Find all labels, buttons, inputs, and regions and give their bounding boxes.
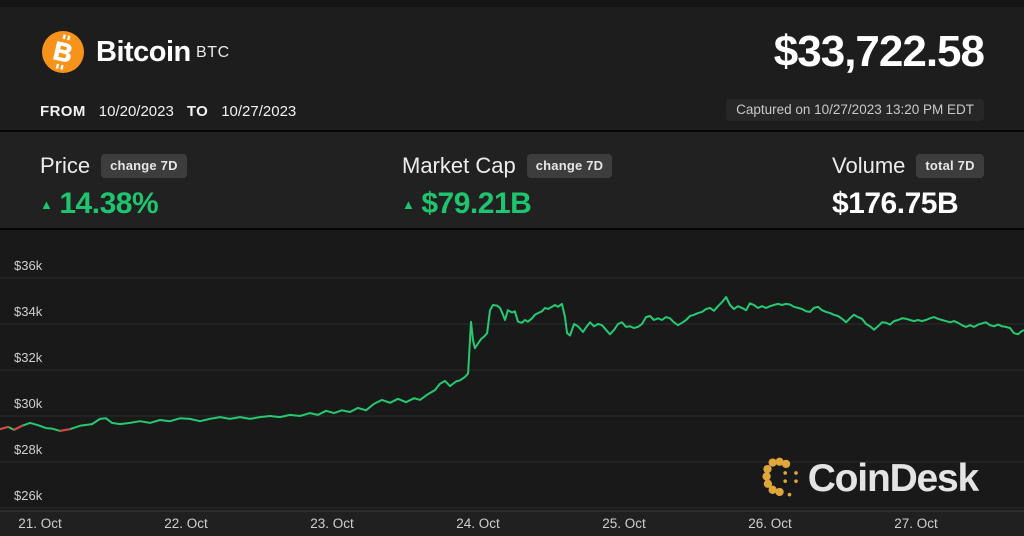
up-arrow-icon: ▲: [40, 196, 53, 212]
date-range: FROM 10/20/2023 TO 10/27/2023: [40, 103, 296, 120]
current-price: $33,722.58: [773, 27, 985, 76]
volume-total-badge: total 7D: [916, 154, 984, 178]
header: B Bitcoin BTC FROM 10/20/2023 TO 10/27/2…: [0, 0, 1024, 132]
price-line-chart: $36k $34k $32k $30k $28k $26k 21. Oct 22. Oct 23…: [0, 258, 1024, 536]
market-cap-change-text: $79.21B: [421, 187, 532, 220]
to-label: TO: [186, 103, 209, 120]
x-axis-label: 24. Oct: [456, 516, 500, 531]
x-axis-label: 26. Oct: [748, 516, 792, 531]
market-cap-change-value: ▲ $79.21B: [402, 187, 832, 221]
x-axis-band: [0, 512, 1024, 536]
stats-row: Price change 7D ▲ 14.38% Market Cap chan…: [0, 132, 1024, 230]
y-axis-label: $28k: [14, 442, 43, 457]
coindesk-mark-icon: [761, 455, 799, 502]
price-line-down-segment: [0, 425, 9, 431]
y-axis-label: $26k: [14, 488, 43, 503]
x-axis-label: 21. Oct: [18, 516, 62, 531]
price-change-badge: change 7D: [101, 154, 187, 178]
bitcoin-logo-icon: B: [42, 31, 84, 73]
stat-market-cap: Market Cap change 7D ▲ $79.21B: [402, 153, 832, 228]
stat-volume: Volume total 7D $176.75B: [832, 153, 1024, 228]
y-axis-label: $30k: [14, 396, 43, 411]
from-label: FROM: [40, 103, 86, 120]
x-axis-label: 27. Oct: [894, 516, 938, 531]
coin-name: Bitcoin: [96, 36, 191, 68]
top-edge-strip: [0, 0, 1024, 7]
price-stat-label: Price: [40, 153, 91, 178]
price-change-text: 14.38%: [59, 187, 159, 220]
volume-total-value: $176.75B: [832, 187, 1024, 221]
market-cap-stat-label: Market Cap: [402, 153, 516, 178]
volume-stat-label: Volume: [832, 153, 906, 178]
from-date: 10/20/2023: [98, 103, 174, 120]
market-cap-change-badge: change 7D: [526, 154, 613, 178]
y-axis-label: $32k: [14, 350, 43, 365]
coin-symbol: BTC: [196, 44, 230, 61]
price-change-value: ▲ 14.38%: [40, 187, 402, 221]
y-axis-label: $34k: [14, 304, 43, 319]
to-date: 10/27/2023: [221, 103, 297, 120]
price-line-down-segment: [13, 424, 23, 431]
coindesk-wordmark: CoinDesk: [807, 456, 979, 500]
price-line: [0, 296, 1024, 432]
x-axis-label: 22. Oct: [164, 516, 208, 531]
y-axis-label: $36k: [14, 258, 43, 273]
stat-price: Price change 7D ▲ 14.38%: [40, 153, 402, 228]
price-chart-area: $36k $34k $32k $30k $28k $26k 21. Oct 22. Oct 23…: [0, 230, 1024, 536]
up-arrow-icon: ▲: [402, 196, 415, 212]
price-line-down-segment: [59, 428, 71, 432]
volume-total-text: $176.75B: [832, 187, 959, 220]
coindesk-logo: CoinDesk: [761, 455, 979, 502]
captured-timestamp: Captured on 10/27/2023 13:20 PM EDT: [726, 99, 984, 121]
x-axis-label: 23. Oct: [310, 516, 354, 531]
x-axis-label: 25. Oct: [602, 516, 646, 531]
